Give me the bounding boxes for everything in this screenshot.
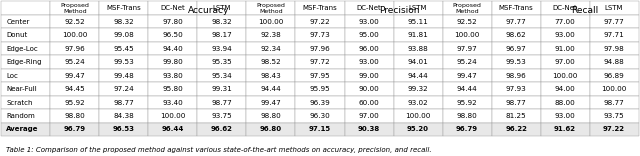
Text: Table 1: Comparison of the proposed method against various state-of-the-art meth: Table 1: Comparison of the proposed meth… <box>6 147 432 153</box>
Text: Accuracy: Accuracy <box>188 6 229 15</box>
Text: Recall: Recall <box>571 6 598 15</box>
Text: Precision: Precision <box>380 6 420 15</box>
